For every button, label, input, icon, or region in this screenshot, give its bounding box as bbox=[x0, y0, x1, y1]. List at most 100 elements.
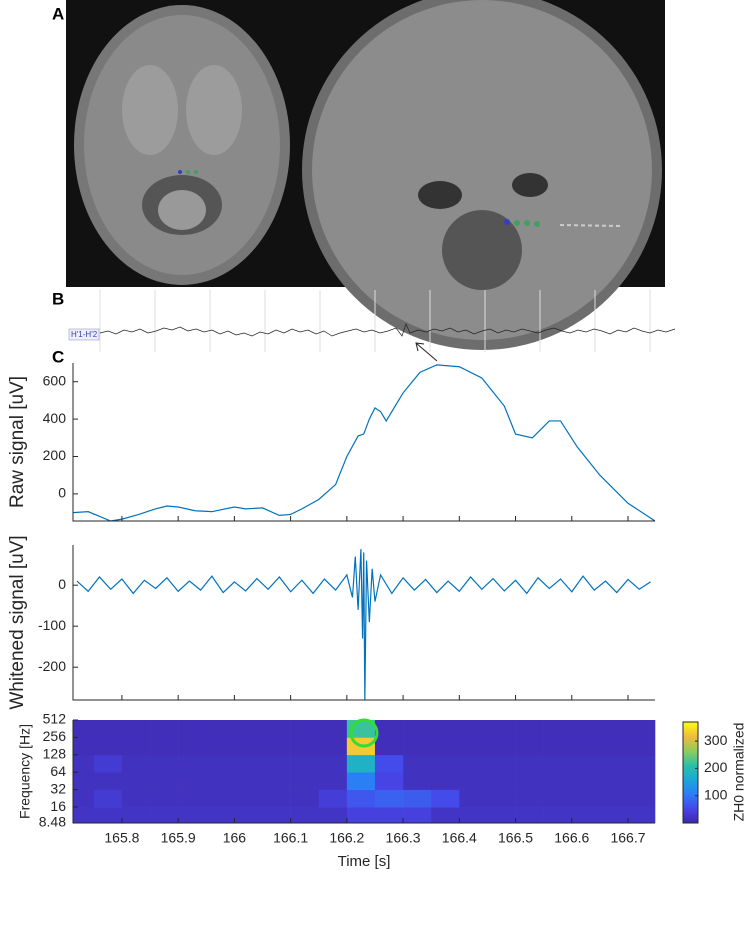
heatmap-cell bbox=[206, 807, 235, 824]
heatmap-cell bbox=[628, 789, 656, 808]
heatmap-cell bbox=[628, 737, 656, 756]
heatmap-cell bbox=[374, 737, 404, 756]
heatmap-cell bbox=[571, 737, 601, 756]
highlight-circle bbox=[349, 718, 379, 748]
colorbar-slice bbox=[683, 753, 698, 757]
x-tick-label: 165.8 bbox=[104, 830, 139, 846]
y-tick-label: 256 bbox=[43, 728, 67, 744]
colorbar-label: ZH0 normalized bbox=[731, 723, 747, 822]
heatmap-cell bbox=[374, 754, 404, 773]
heatmap-cell bbox=[262, 737, 291, 756]
heatmap-cell bbox=[150, 720, 179, 738]
y-tick-label: 16 bbox=[50, 798, 66, 814]
colorbar-slice bbox=[683, 799, 698, 802]
heatmap-cell bbox=[150, 737, 179, 756]
heatmap-cell bbox=[178, 789, 207, 808]
colorbar-frame bbox=[682, 721, 699, 824]
arrow bbox=[415, 342, 438, 362]
heatmap-cell bbox=[73, 754, 95, 773]
heatmap-cell bbox=[487, 772, 516, 790]
y-tick-label: 400 bbox=[43, 410, 67, 426]
heatmap-cell bbox=[206, 754, 235, 773]
heatmap-cell bbox=[290, 754, 320, 773]
x-tick-label: 166.7 bbox=[610, 830, 645, 846]
heatmap-cell bbox=[431, 789, 460, 808]
heatmap-cell bbox=[234, 772, 263, 790]
heatmap-cell bbox=[599, 807, 629, 824]
y-tick-label: 128 bbox=[43, 746, 67, 762]
colorbar-slice bbox=[683, 782, 698, 785]
heatmap-cell bbox=[262, 754, 291, 773]
heatmap-cell bbox=[459, 720, 488, 738]
colorbar-slice bbox=[683, 814, 698, 817]
heatmap-cell bbox=[206, 772, 235, 790]
heatmap-cell bbox=[487, 789, 516, 808]
heatmap-cell bbox=[178, 737, 207, 756]
colorbar-slice bbox=[683, 809, 698, 812]
heatmap-cell bbox=[403, 789, 432, 808]
heatmap-cell bbox=[121, 789, 151, 808]
heatmap-cell bbox=[290, 720, 320, 738]
panel-label: C bbox=[52, 347, 64, 366]
x-axis-label: Time [s] bbox=[338, 853, 391, 870]
heatmap-cell bbox=[515, 720, 544, 738]
mri-axial bbox=[66, 0, 298, 287]
signal-line bbox=[72, 364, 656, 522]
colorbar-slice bbox=[683, 816, 698, 819]
x-tick-label: 166.2 bbox=[329, 830, 364, 846]
heatmap-cell bbox=[318, 737, 348, 756]
heatmap-cell bbox=[487, 720, 516, 738]
colorbar-slice bbox=[683, 760, 698, 763]
y-tick-label: -100 bbox=[38, 617, 66, 633]
heatmap-cell bbox=[234, 807, 263, 824]
heatmap-cell bbox=[318, 772, 348, 790]
colorbar-slice bbox=[683, 752, 698, 755]
heatmap-cell bbox=[290, 807, 320, 824]
colorbar-slice bbox=[683, 775, 698, 779]
heatmap-cell bbox=[121, 720, 151, 738]
x-tick-label: 166.5 bbox=[498, 830, 533, 846]
heatmap-cell bbox=[234, 720, 263, 738]
colorbar-slice bbox=[683, 794, 698, 797]
heatmap-cell bbox=[599, 737, 629, 756]
heatmap-cell bbox=[628, 772, 656, 790]
heatmap-cell bbox=[93, 737, 123, 756]
heatmap-cell bbox=[290, 772, 320, 790]
channel-label: H'1-H'2 bbox=[71, 330, 98, 339]
colorbar-slice bbox=[683, 740, 698, 743]
colorbar-slice bbox=[683, 759, 698, 762]
heatmap-cell bbox=[543, 720, 573, 738]
heatmap-cell bbox=[206, 720, 235, 738]
heatmap-cell bbox=[262, 772, 291, 790]
heatmap-cell bbox=[459, 754, 488, 773]
colorbar-slice bbox=[683, 737, 698, 740]
colorbar-slice bbox=[683, 787, 698, 790]
heatmap-cell bbox=[515, 807, 544, 824]
y-tick-label: -200 bbox=[38, 658, 66, 674]
heatmap-cell bbox=[121, 772, 151, 790]
heatmap-cell bbox=[178, 772, 207, 790]
x-tick-label: 166.3 bbox=[386, 830, 421, 846]
heatmap-cell bbox=[431, 737, 460, 756]
heatmap-cell bbox=[599, 720, 629, 738]
colorbar-slice bbox=[683, 784, 698, 787]
heatmap-cell bbox=[571, 789, 601, 808]
heatmap-cell bbox=[543, 737, 573, 756]
colorbar-slice bbox=[683, 785, 698, 789]
colorbar-slice bbox=[683, 742, 698, 745]
heatmap-cell bbox=[403, 754, 432, 773]
heatmap-cell bbox=[431, 720, 460, 738]
heatmap-cell bbox=[543, 789, 573, 808]
x-tick-label: 166.6 bbox=[554, 830, 589, 846]
heatmap-cell bbox=[403, 807, 432, 824]
colorbar-slice bbox=[683, 807, 698, 811]
heatmap-cell bbox=[121, 807, 151, 824]
y-tick-label: 32 bbox=[50, 780, 66, 796]
colorbar-slice bbox=[683, 750, 698, 753]
colorbar-slice bbox=[683, 801, 698, 804]
colorbar-slice bbox=[683, 723, 698, 726]
heatmap-cell bbox=[543, 807, 573, 824]
heatmap-cell bbox=[262, 807, 291, 824]
colorbar-slice bbox=[683, 762, 698, 765]
